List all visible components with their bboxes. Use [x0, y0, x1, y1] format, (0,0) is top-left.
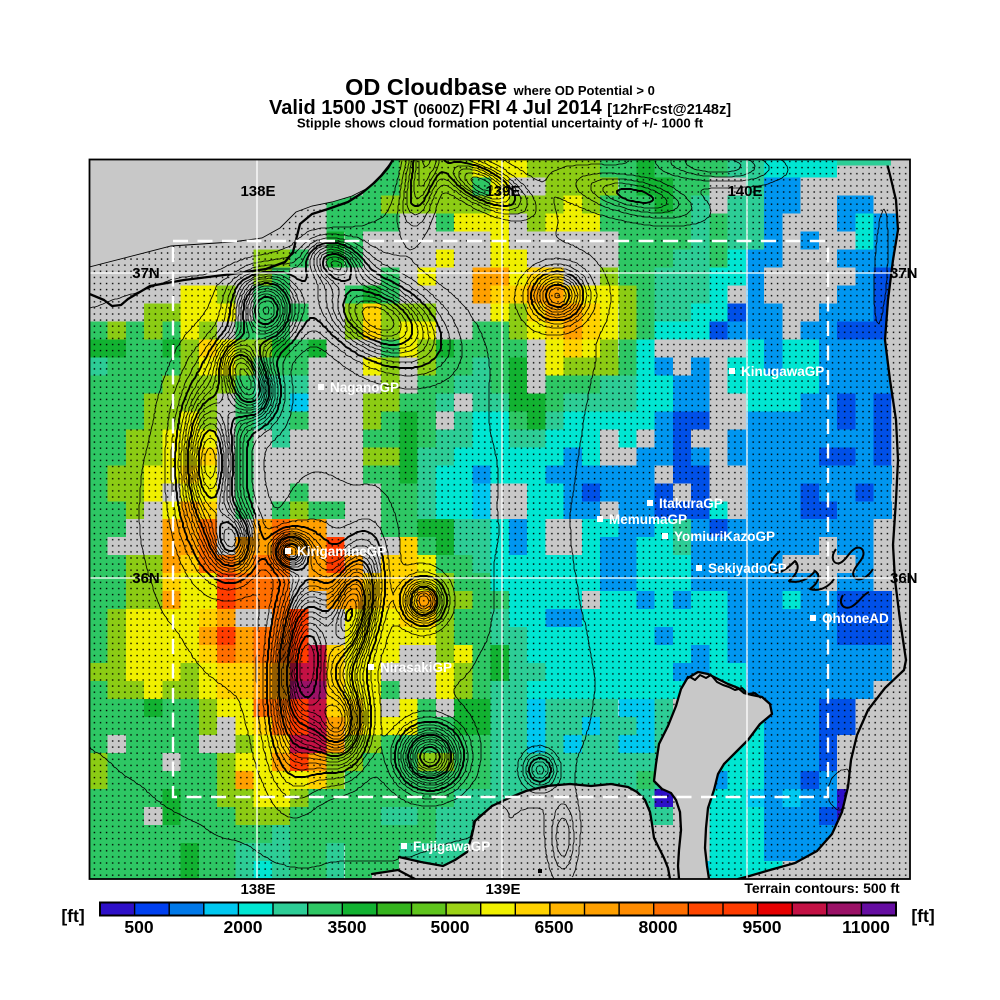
svg-text:36N: 36N [132, 570, 160, 587]
svg-text:NirasakiGP: NirasakiGP [380, 660, 452, 675]
svg-text:Valid 1500 JST (0600Z) FRI 4 J: Valid 1500 JST (0600Z) FRI 4 Jul 2014 [1… [269, 97, 731, 119]
svg-text:[ft]: [ft] [911, 906, 934, 926]
svg-text:500: 500 [124, 917, 153, 937]
svg-text:YomiuriKazoGP: YomiuriKazoGP [674, 529, 775, 544]
svg-text:5000: 5000 [431, 917, 470, 937]
svg-text:OhtoneAD: OhtoneAD [822, 611, 889, 626]
svg-text:2000: 2000 [224, 917, 263, 937]
svg-text:37N: 37N [132, 265, 160, 282]
svg-text:140E: 140E [727, 183, 762, 200]
svg-text:138E: 138E [240, 183, 275, 200]
svg-text:[ft]: [ft] [61, 906, 84, 926]
svg-text:NaganoGP: NaganoGP [330, 380, 399, 395]
svg-text:Terrain contours: 500 ft: Terrain contours: 500 ft [744, 880, 900, 896]
svg-text:139E: 139E [485, 183, 520, 200]
svg-text:SekiyadoGP: SekiyadoGP [708, 561, 787, 576]
svg-text:ItakuraGP: ItakuraGP [659, 496, 723, 511]
svg-text:9500: 9500 [743, 917, 782, 937]
svg-text:138E: 138E [240, 881, 275, 898]
svg-text:KinugawaGP: KinugawaGP [741, 364, 824, 379]
svg-text:Stipple shows cloud formation: Stipple shows cloud formation potential … [297, 116, 704, 131]
svg-text:36N: 36N [890, 570, 918, 587]
svg-text:OD Cloudbase where OD Potentia: OD Cloudbase where OD Potential > 0 [345, 74, 655, 100]
svg-text:3500: 3500 [328, 917, 367, 937]
svg-text:6500: 6500 [535, 917, 574, 937]
svg-text:MemumaGP: MemumaGP [609, 512, 687, 527]
svg-text:139E: 139E [485, 881, 520, 898]
svg-text:KirigamineGP: KirigamineGP [297, 544, 386, 559]
svg-text:8000: 8000 [639, 917, 678, 937]
svg-text:37N: 37N [890, 265, 918, 282]
svg-text:11000: 11000 [842, 917, 890, 937]
svg-text:FujigawaGP: FujigawaGP [413, 839, 490, 854]
